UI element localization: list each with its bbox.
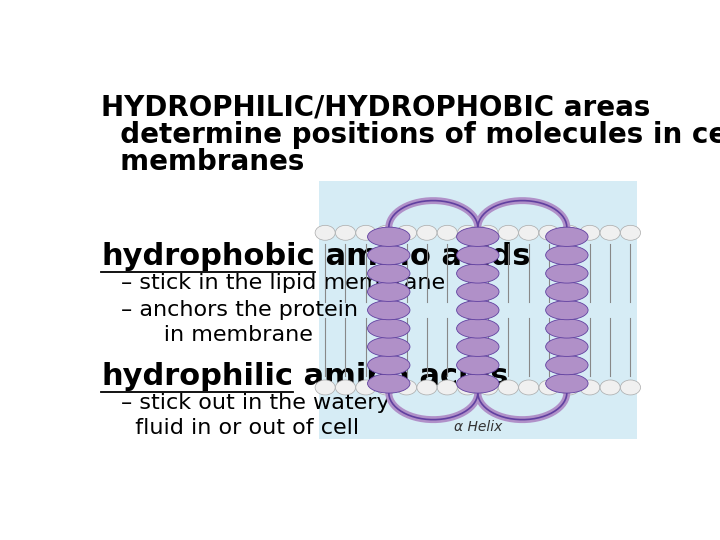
Circle shape <box>336 380 356 395</box>
Ellipse shape <box>367 246 410 265</box>
Circle shape <box>376 225 396 240</box>
Circle shape <box>580 225 600 240</box>
Text: fluid in or out of cell: fluid in or out of cell <box>121 418 359 438</box>
Circle shape <box>518 225 539 240</box>
Ellipse shape <box>367 374 410 393</box>
Circle shape <box>539 380 559 395</box>
Circle shape <box>315 380 336 395</box>
Circle shape <box>397 225 417 240</box>
Ellipse shape <box>456 300 499 320</box>
Circle shape <box>600 380 620 395</box>
Circle shape <box>539 225 559 240</box>
Ellipse shape <box>546 337 588 356</box>
Ellipse shape <box>367 337 410 356</box>
Circle shape <box>621 225 641 240</box>
Ellipse shape <box>456 319 499 338</box>
Circle shape <box>600 225 620 240</box>
Ellipse shape <box>367 355 410 375</box>
Circle shape <box>458 380 477 395</box>
Text: amino acids: amino acids <box>293 362 508 391</box>
Circle shape <box>397 380 417 395</box>
Text: hydrophilic: hydrophilic <box>101 362 293 391</box>
Circle shape <box>437 225 457 240</box>
Text: amino acids: amino acids <box>315 241 531 271</box>
FancyBboxPatch shape <box>319 181 637 439</box>
Text: in membrane: in membrane <box>121 325 312 345</box>
Circle shape <box>437 380 457 395</box>
Circle shape <box>417 225 437 240</box>
Circle shape <box>478 380 498 395</box>
Text: membranes: membranes <box>101 148 305 176</box>
Ellipse shape <box>546 264 588 283</box>
Text: determine positions of molecules in cell: determine positions of molecules in cell <box>101 121 720 149</box>
Ellipse shape <box>456 282 499 301</box>
Text: α Helix: α Helix <box>454 420 502 434</box>
Circle shape <box>478 225 498 240</box>
Circle shape <box>518 380 539 395</box>
Text: – stick out in the watery: – stick out in the watery <box>121 393 390 413</box>
Ellipse shape <box>546 227 588 246</box>
Ellipse shape <box>546 246 588 265</box>
Ellipse shape <box>456 374 499 393</box>
Circle shape <box>559 380 580 395</box>
Ellipse shape <box>367 264 410 283</box>
Ellipse shape <box>367 319 410 338</box>
Circle shape <box>580 380 600 395</box>
Circle shape <box>621 380 641 395</box>
Ellipse shape <box>456 227 499 246</box>
Circle shape <box>356 225 376 240</box>
Ellipse shape <box>546 300 588 320</box>
Circle shape <box>498 225 518 240</box>
Circle shape <box>498 380 518 395</box>
Circle shape <box>315 225 336 240</box>
Ellipse shape <box>546 282 588 301</box>
Circle shape <box>356 380 376 395</box>
Ellipse shape <box>367 300 410 320</box>
Circle shape <box>336 225 356 240</box>
Circle shape <box>417 380 437 395</box>
Text: hydrophobic: hydrophobic <box>101 241 315 271</box>
Ellipse shape <box>546 355 588 375</box>
Ellipse shape <box>456 264 499 283</box>
Ellipse shape <box>456 355 499 375</box>
Ellipse shape <box>367 227 410 246</box>
Circle shape <box>458 225 477 240</box>
Text: – anchors the protein: – anchors the protein <box>121 300 358 320</box>
Circle shape <box>376 380 396 395</box>
Ellipse shape <box>546 374 588 393</box>
Ellipse shape <box>367 282 410 301</box>
Ellipse shape <box>456 246 499 265</box>
Circle shape <box>559 225 580 240</box>
Ellipse shape <box>546 319 588 338</box>
Ellipse shape <box>456 337 499 356</box>
Text: HYDROPHILIC/HYDROPHOBIC areas: HYDROPHILIC/HYDROPHOBIC areas <box>101 94 651 122</box>
Text: – stick in the lipid membrane: – stick in the lipid membrane <box>121 273 445 293</box>
